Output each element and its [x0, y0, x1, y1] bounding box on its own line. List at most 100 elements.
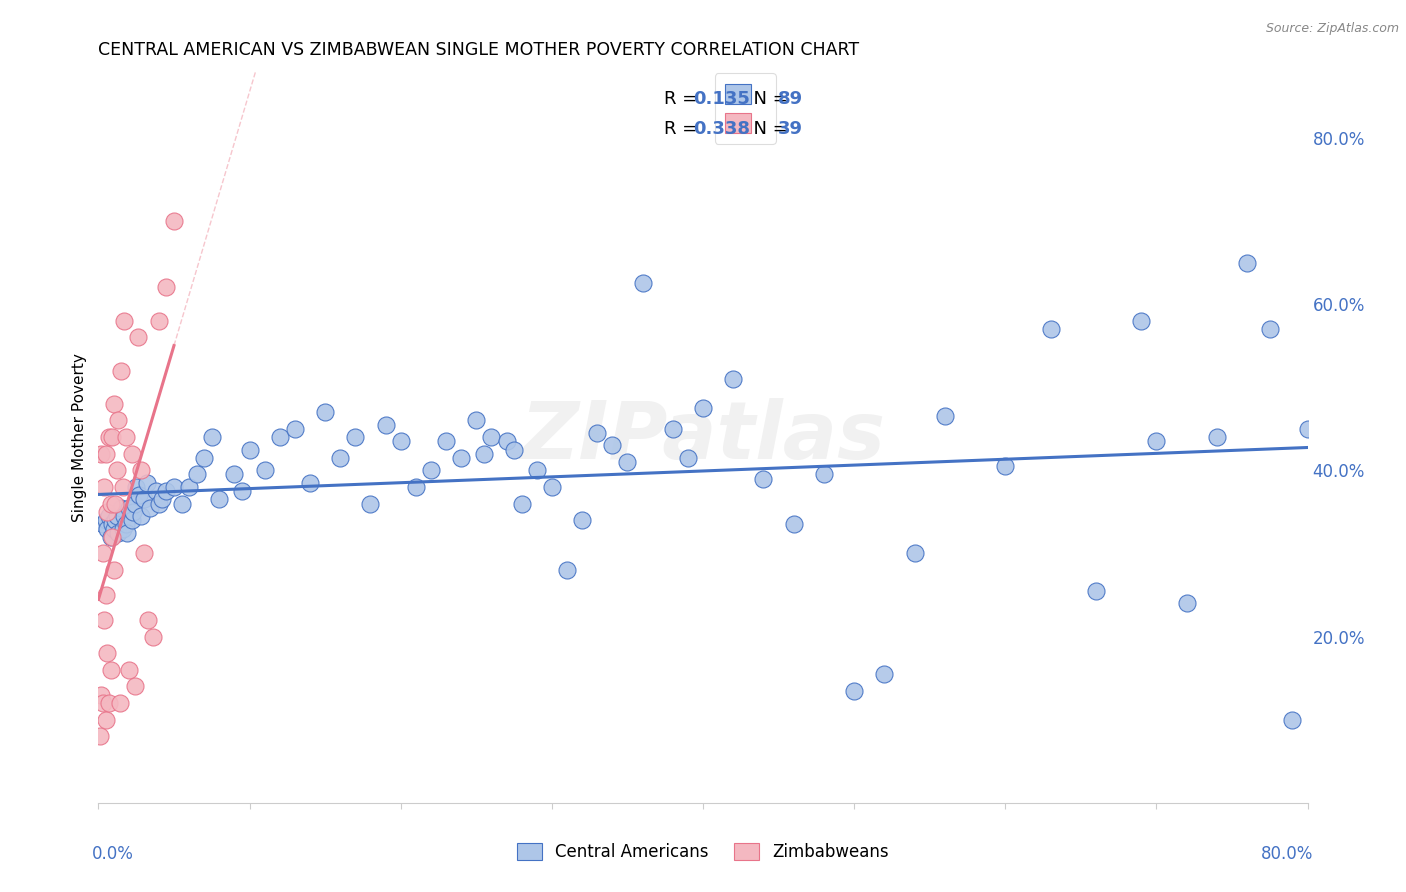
Point — [142, 630, 165, 644]
Text: ZIPatlas: ZIPatlas — [520, 398, 886, 476]
Point — [465, 413, 488, 427]
Point — [934, 409, 956, 424]
Point — [91, 546, 114, 560]
Point — [1039, 322, 1062, 336]
Point — [100, 530, 122, 544]
Point — [115, 525, 138, 540]
Point — [1130, 314, 1153, 328]
Point — [129, 463, 152, 477]
Point — [94, 713, 117, 727]
Point — [389, 434, 412, 449]
Point — [105, 463, 128, 477]
Point — [510, 497, 533, 511]
Legend: , : , — [714, 73, 776, 144]
Point — [571, 513, 593, 527]
Point — [121, 513, 143, 527]
Point — [495, 434, 517, 449]
Point — [844, 683, 866, 698]
Point — [112, 509, 135, 524]
Point — [101, 517, 124, 532]
Point — [111, 521, 134, 535]
Point — [163, 214, 186, 228]
Point — [132, 492, 155, 507]
Point — [105, 509, 128, 524]
Point — [110, 500, 132, 515]
Point — [108, 696, 131, 710]
Point — [193, 450, 215, 465]
Point — [631, 277, 654, 291]
Point — [91, 517, 114, 532]
Point — [163, 480, 186, 494]
Point — [114, 517, 136, 532]
Point — [98, 430, 121, 444]
Point — [90, 447, 112, 461]
Point — [1144, 434, 1167, 449]
Point — [208, 492, 231, 507]
Point — [374, 417, 396, 432]
Point — [139, 500, 162, 515]
Point — [96, 646, 118, 660]
Point — [135, 475, 157, 490]
Point — [129, 509, 152, 524]
Point — [360, 497, 382, 511]
Point — [170, 497, 193, 511]
Point — [224, 467, 246, 482]
Text: 89: 89 — [778, 90, 803, 108]
Point — [269, 430, 291, 444]
Point — [253, 463, 276, 477]
Point — [118, 500, 141, 515]
Point — [661, 422, 683, 436]
Point — [145, 484, 167, 499]
Point — [107, 413, 129, 427]
Point — [434, 434, 457, 449]
Point — [239, 442, 262, 457]
Point — [107, 525, 129, 540]
Point — [128, 488, 150, 502]
Point — [299, 475, 322, 490]
Point — [103, 397, 125, 411]
Point — [94, 447, 117, 461]
Point — [752, 472, 775, 486]
Point — [314, 405, 336, 419]
Point — [405, 480, 427, 494]
Point — [555, 563, 578, 577]
Point — [692, 401, 714, 415]
Text: R =: R = — [664, 90, 703, 108]
Point — [96, 521, 118, 535]
Point — [148, 497, 170, 511]
Point — [100, 663, 122, 677]
Point — [125, 480, 148, 494]
Point — [132, 546, 155, 560]
Point — [783, 517, 806, 532]
Point — [1206, 430, 1229, 444]
Point — [873, 667, 896, 681]
Point — [994, 459, 1017, 474]
Point — [112, 314, 135, 328]
Point — [179, 480, 201, 494]
Point — [1236, 255, 1258, 269]
Point — [231, 484, 253, 499]
Point — [1281, 713, 1303, 727]
Point — [127, 330, 149, 344]
Point — [676, 450, 699, 465]
Text: 0.0%: 0.0% — [93, 845, 134, 863]
Point — [472, 447, 495, 461]
Point — [89, 729, 111, 743]
Point — [100, 497, 122, 511]
Point — [526, 463, 548, 477]
Point — [813, 467, 835, 482]
Point — [148, 314, 170, 328]
Point — [1296, 422, 1319, 436]
Point — [329, 450, 352, 465]
Point — [723, 372, 745, 386]
Point — [1258, 322, 1281, 336]
Text: 0.135: 0.135 — [693, 90, 751, 108]
Point — [150, 492, 173, 507]
Point — [93, 480, 115, 494]
Point — [94, 588, 117, 602]
Point — [186, 467, 208, 482]
Text: 80.0%: 80.0% — [1261, 845, 1313, 863]
Legend: Central Americans, Zimbabweans: Central Americans, Zimbabweans — [510, 836, 896, 868]
Point — [602, 438, 624, 452]
Point — [420, 463, 443, 477]
